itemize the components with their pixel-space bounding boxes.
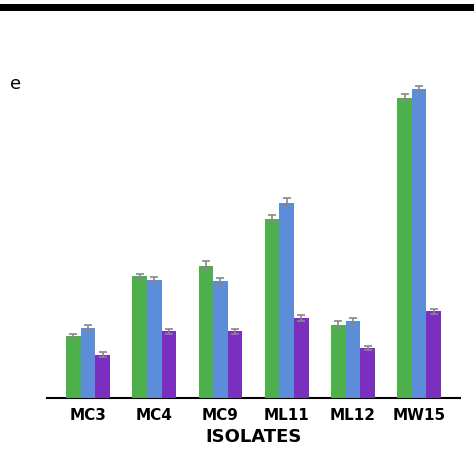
Text: e: e <box>10 75 21 93</box>
Bar <box>228 331 242 398</box>
Bar <box>346 321 360 398</box>
Bar <box>95 355 110 398</box>
Bar <box>294 318 309 398</box>
Bar <box>279 203 294 398</box>
Bar <box>412 89 427 398</box>
Bar <box>81 328 95 398</box>
Bar <box>147 280 162 398</box>
Bar <box>397 98 412 398</box>
Bar <box>132 276 147 398</box>
Bar <box>427 311 441 398</box>
Bar <box>199 266 213 398</box>
Bar <box>66 337 81 398</box>
Bar <box>213 281 228 398</box>
X-axis label: ISOLATES: ISOLATES <box>205 428 302 447</box>
Bar <box>360 348 375 398</box>
Bar <box>331 325 346 398</box>
Bar <box>265 219 279 398</box>
Bar <box>162 331 176 398</box>
